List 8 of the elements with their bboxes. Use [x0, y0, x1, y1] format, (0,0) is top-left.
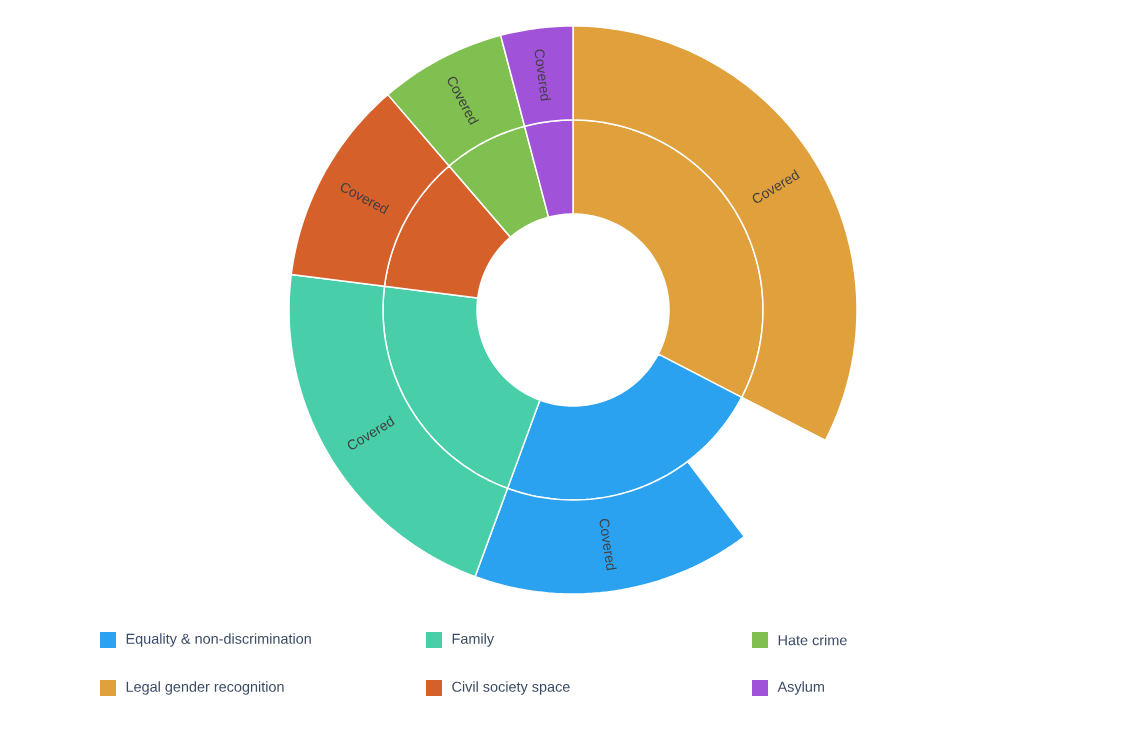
slice-label: Covered	[534, 49, 551, 101]
legend-label: Equality & non-discrimination	[126, 633, 311, 647]
legend-label: Hate crime	[778, 634, 847, 646]
legend-label: Legal gender recognition	[126, 681, 284, 695]
slice-label: Covered	[599, 518, 617, 571]
legend-label: Family	[452, 633, 495, 647]
legend-label: Civil society space	[452, 681, 570, 695]
legend-label: Asylum	[777, 681, 824, 695]
